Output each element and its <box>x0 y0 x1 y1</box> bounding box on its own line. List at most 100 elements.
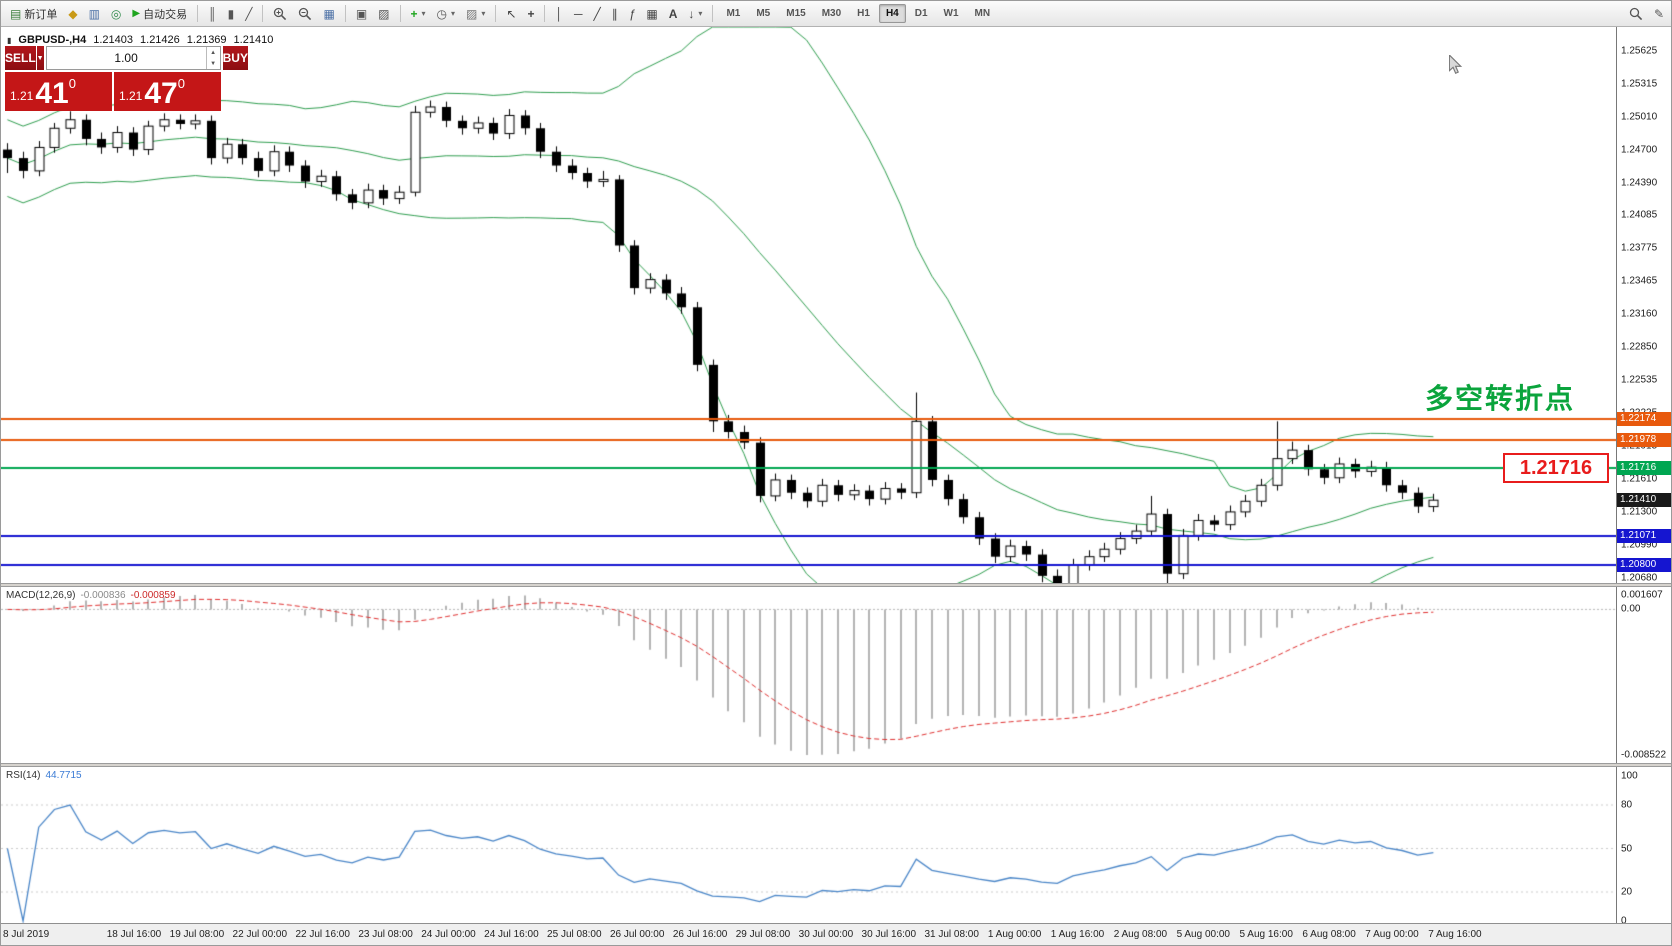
price-tick: 1.21300 <box>1621 506 1658 518</box>
panel-splitter[interactable] <box>1 763 1671 767</box>
time-axis-label: 26 Jul 16:00 <box>672 929 728 940</box>
rsi-canvas[interactable] <box>1 767 1616 923</box>
price-tick: 1.20990 <box>1621 539 1658 551</box>
sell-dropdown-caret-icon[interactable]: ▼ <box>36 46 44 70</box>
horizontal-line-icon: ─ <box>573 6 583 21</box>
indicators-button[interactable]: + ▾ <box>406 5 431 23</box>
buy-price-display[interactable]: 1.21 47 0 <box>114 72 221 111</box>
rsi-scale-tick: 0 <box>1621 915 1627 924</box>
time-axis-label: 29 Jul 08:00 <box>735 929 791 940</box>
line-chart-icon: ╱ <box>245 6 253 21</box>
timeframe-m15-button[interactable]: M15 <box>786 8 806 19</box>
auto-trading-button[interactable]: ▶ 自动交易 <box>127 3 192 25</box>
time-axis-label: 22 Jul 00:00 <box>232 929 288 940</box>
price-tag-label[interactable]: 1.21716 <box>1503 453 1609 483</box>
panel-splitter[interactable] <box>1 583 1671 587</box>
navigator-button[interactable]: ◎ <box>106 5 126 23</box>
macd-scale-tick: 0.001607 <box>1621 589 1663 601</box>
time-axis-label: 25 Jul 08:00 <box>547 929 602 940</box>
price-tick: 1.25010 <box>1621 111 1658 123</box>
fibonacci-icon: ƒ <box>628 6 636 21</box>
trendline-button[interactable]: ╱ <box>588 5 605 23</box>
price-chart-canvas[interactable] <box>1 27 1616 583</box>
crosshair-button[interactable]: + <box>522 5 539 23</box>
rsi-scale-tick: 50 <box>1621 843 1633 854</box>
cascade-windows-button[interactable]: ▨ <box>373 5 394 23</box>
rsi-scale[interactable]: 100 80 50 20 0 <box>1616 767 1671 924</box>
volume-spinner[interactable]: ▲ ▼ <box>205 47 220 69</box>
arrows-button[interactable]: ↓ ▾ <box>683 5 707 23</box>
sell-price-big: 41 <box>35 76 69 110</box>
macd-scale[interactable]: 0.001607 0.00 -0.008522 <box>1616 587 1671 763</box>
price-tick: 1.23775 <box>1621 242 1658 254</box>
periods-button[interactable]: ◷ ▾ <box>432 5 461 23</box>
macd-panel: MACD(12,26,9) -0.000836 -0.000859 0.001607… <box>1 587 1671 763</box>
vertical-line-button[interactable]: │ <box>550 5 568 23</box>
symbol-name: GBPUSD-,H4 <box>18 34 87 46</box>
zoom-in-button[interactable] <box>268 4 292 24</box>
sell-button[interactable]: SELL <box>5 46 36 70</box>
time-axis-label: 31 Jul 08:00 <box>924 929 979 940</box>
edit-button[interactable]: ✎ <box>1649 5 1669 23</box>
price-chart-panel: ▮ GBPUSD-,H4 1.21403 1.21426 1.21369 1.2… <box>1 27 1671 583</box>
bar-chart-button[interactable]: ║ <box>203 5 222 23</box>
text-button[interactable]: A <box>664 5 683 23</box>
rsi-label: RSI(14) 44.7715 <box>6 770 82 781</box>
arrow-tool-icon: ↓ <box>688 6 695 21</box>
price-level-badge: 1.21978 <box>1617 432 1671 447</box>
channel-button[interactable]: ∥ <box>607 5 623 23</box>
macd-scale-tick: 0.00 <box>1621 603 1641 615</box>
zoom-out-button[interactable] <box>293 4 317 24</box>
timeframe-h1-button[interactable]: H1 <box>857 8 870 19</box>
spin-up-icon[interactable]: ▲ <box>210 49 217 56</box>
timeframe-m1-button[interactable]: M1 <box>726 8 741 19</box>
macd-canvas[interactable] <box>1 587 1616 763</box>
timeframe-m5-button[interactable]: M5 <box>756 8 771 19</box>
market-watch-button[interactable]: ◆ <box>63 5 82 23</box>
rsi-value: 44.7715 <box>45 770 82 781</box>
clock-icon: ◷ <box>436 6 448 21</box>
templates-button[interactable]: ▨ ▾ <box>461 5 490 23</box>
price-tick: 1.21610 <box>1621 473 1658 485</box>
horizontal-line-button[interactable]: ─ <box>569 5 588 23</box>
indicator-plus-icon: + <box>410 6 418 21</box>
separator <box>495 5 497 22</box>
data-window-button[interactable]: ▥ <box>84 5 105 23</box>
timeframe-m30-button[interactable]: M30 <box>821 8 842 19</box>
search-button[interactable] <box>1624 4 1648 24</box>
time-axis-label: 5 Aug 00:00 <box>1176 929 1230 940</box>
chart-annotation-text[interactable]: 多空转折点 <box>1425 383 1576 414</box>
sell-price-display[interactable]: 1.21 41 0 <box>5 72 112 111</box>
line-chart-button[interactable]: ╱ <box>240 5 257 23</box>
timeframe-w1-button[interactable]: W1 <box>943 8 959 19</box>
dropdown-caret-icon: ▾ <box>421 9 426 18</box>
cursor-button[interactable]: ↖ <box>501 5 521 23</box>
shapes-icon: ▦ <box>646 6 658 21</box>
shapes-button[interactable]: ▦ <box>641 5 662 23</box>
price-tick: 1.24700 <box>1621 144 1658 156</box>
tile-windows-icon: ▣ <box>355 6 368 21</box>
price-level-badge: 1.21071 <box>1617 529 1671 544</box>
timeframe-d1-button[interactable]: D1 <box>914 8 928 19</box>
tile-windows-button[interactable]: ▣ <box>351 5 372 23</box>
chart-grid-button[interactable]: ▦ <box>318 5 339 23</box>
candlestick-chart-button[interactable]: ▮ <box>223 5 240 23</box>
timeframe-h4-button[interactable]: H4 <box>878 4 906 23</box>
time-axis-label: 2 Aug 08:00 <box>1113 929 1168 940</box>
volume-input[interactable] <box>46 47 206 69</box>
time-axis-label: 1 Aug 00:00 <box>987 929 1042 940</box>
price-scale[interactable]: 1.25625 1.25315 1.25010 1.24700 1.24390 1.240… <box>1616 27 1671 583</box>
data-window-icon: ▥ <box>88 6 100 21</box>
new-order-button[interactable]: ▤ 新订单 <box>5 3 62 25</box>
buy-button[interactable]: BUY <box>222 46 248 70</box>
fibonacci-button[interactable]: ƒ <box>624 5 641 23</box>
grid-icon: ▦ <box>323 6 335 21</box>
rsi-scale-tick: 20 <box>1621 886 1633 898</box>
time-axis[interactable]: 8 Jul 2019 18 Jul 16:00 19 Jul 08:00 22 Jul… <box>1 923 1671 945</box>
timeframe-mn-button[interactable]: MN <box>974 8 991 19</box>
price-tick: 1.25315 <box>1621 78 1658 90</box>
time-axis-label: 1 Aug 16:00 <box>1050 929 1105 940</box>
spin-down-icon[interactable]: ▼ <box>210 60 217 67</box>
time-axis-label: 23 Jul 08:00 <box>358 929 413 940</box>
new-order-icon: ▤ <box>10 6 22 21</box>
